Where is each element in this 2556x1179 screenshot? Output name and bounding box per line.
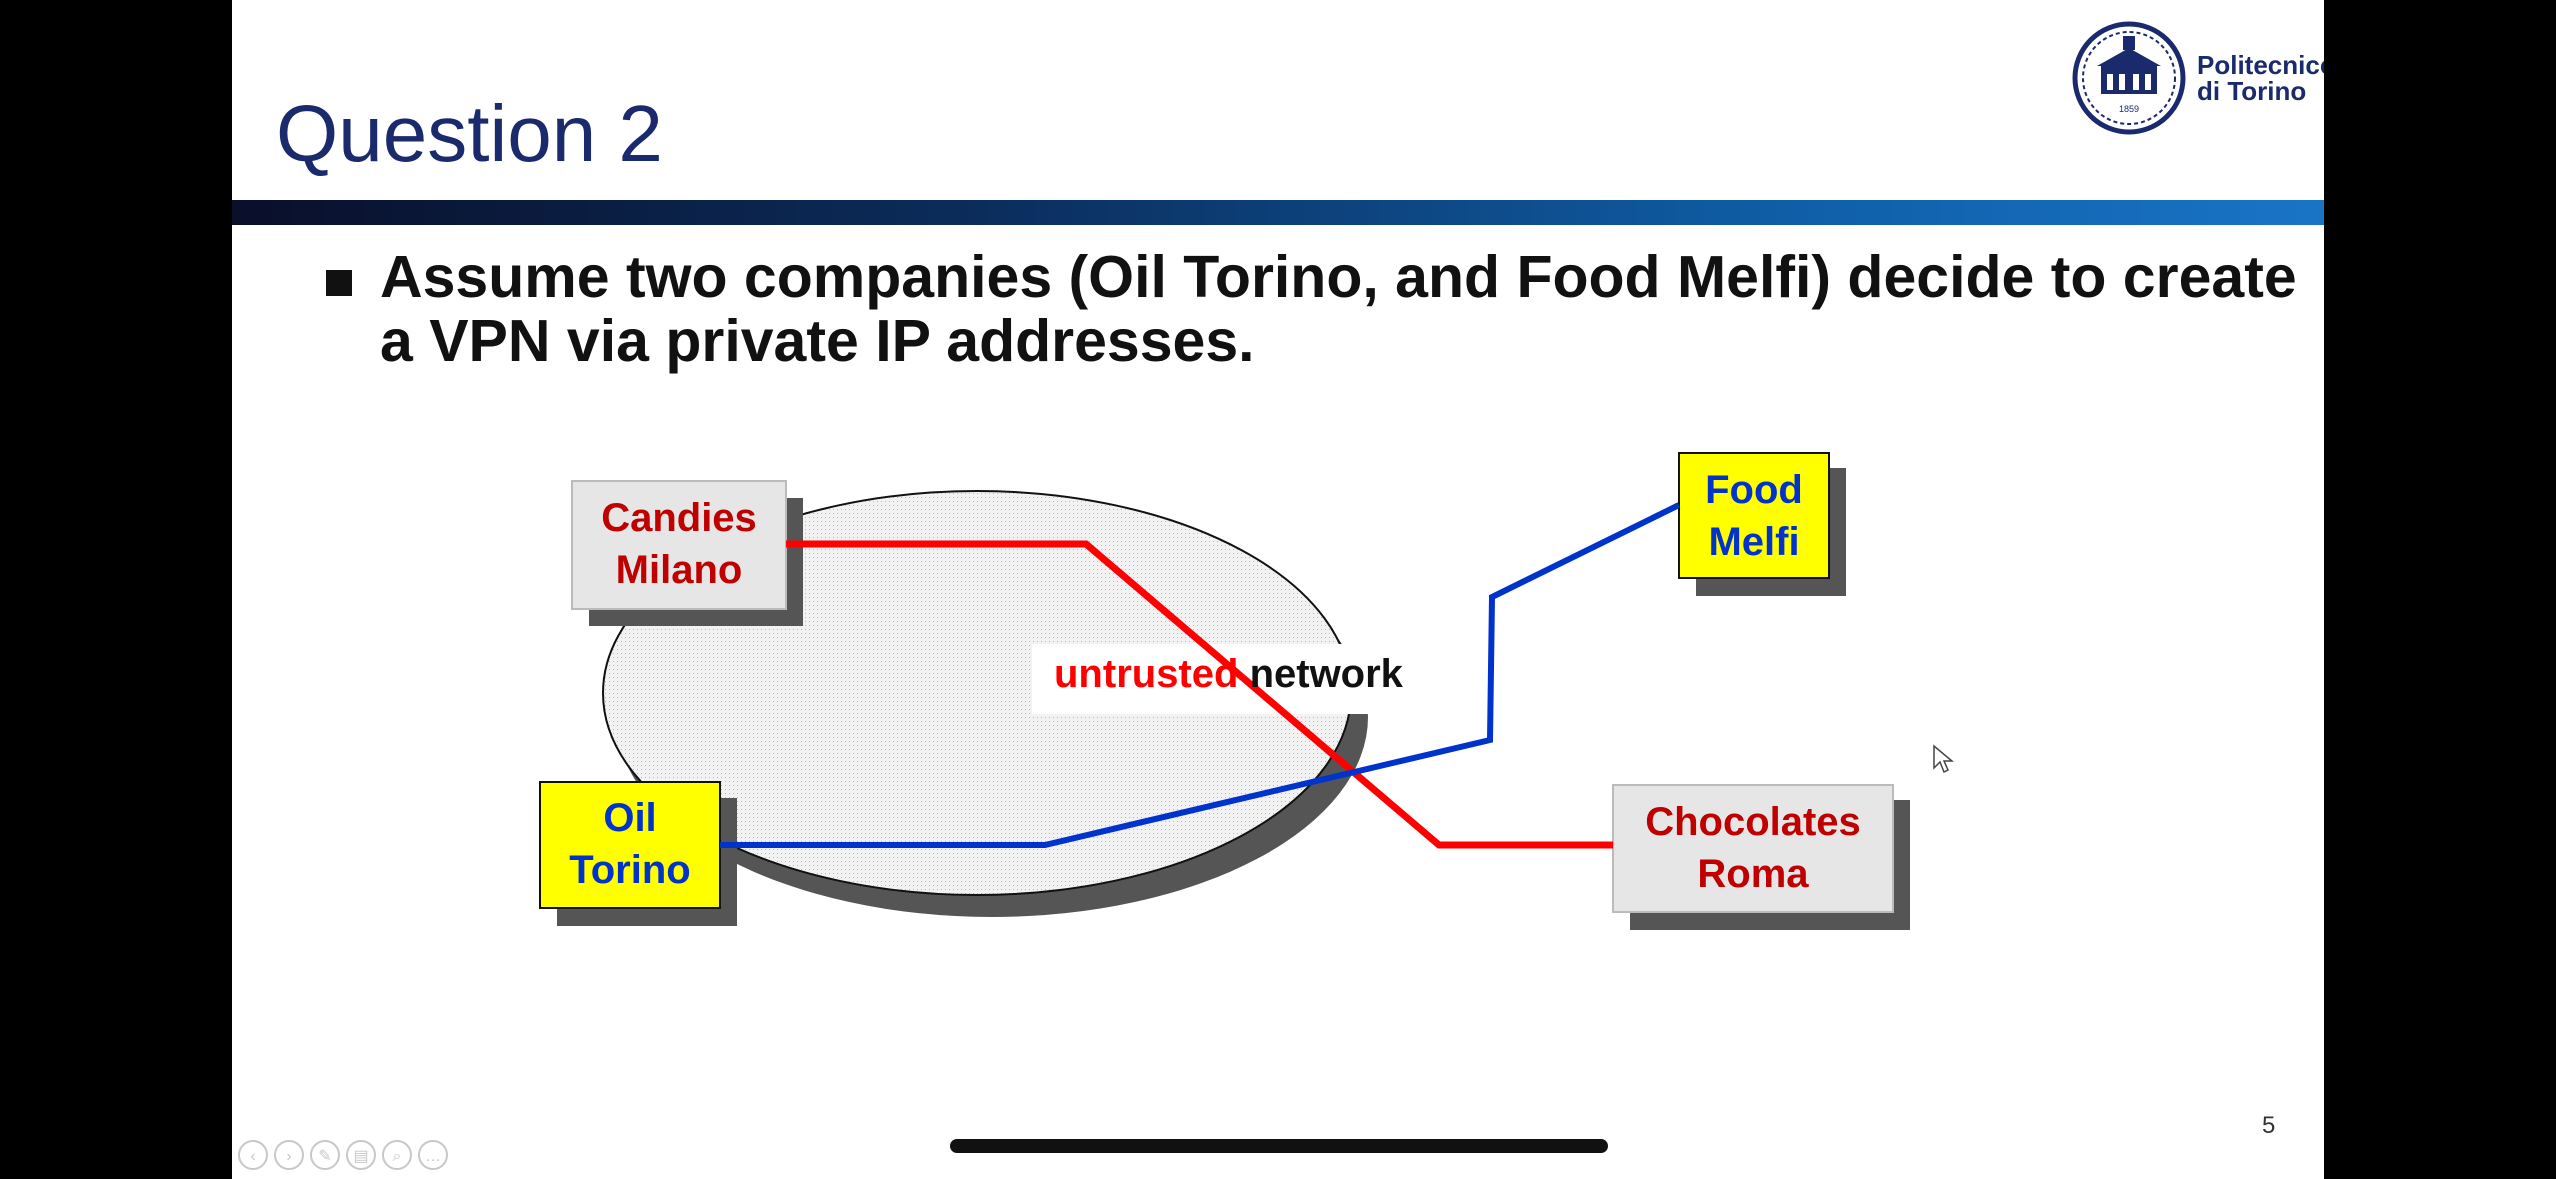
slide-title: Question 2 xyxy=(276,89,663,178)
zoom-icon[interactable]: ⌕ xyxy=(382,1140,412,1170)
oil-line-2: Torino xyxy=(569,848,691,892)
red-vpn-link xyxy=(786,540,1613,849)
chocolates-line-2: Roma xyxy=(1697,852,1809,896)
food-line-1: Food xyxy=(1705,468,1803,512)
next-icon[interactable]: › xyxy=(274,1140,304,1170)
slide: Question 2 1859 Politecnico di Torino As… xyxy=(232,0,2324,1179)
logo-line-1: Politecnico xyxy=(2197,50,2324,80)
pen-icon[interactable]: ✎ xyxy=(310,1140,340,1170)
bullet-square-icon xyxy=(326,270,352,296)
blue-vpn-link xyxy=(720,502,1681,848)
page-number: 5 xyxy=(2262,1112,2276,1139)
candies-milano-label: Candies Milano xyxy=(572,492,786,596)
network-label-untrusted: untrusted xyxy=(1054,652,1239,696)
food-line-2: Melfi xyxy=(1708,520,1800,564)
title-bar xyxy=(232,200,2324,225)
logo-text: Politecnico di Torino xyxy=(2197,52,2324,104)
candies-box xyxy=(571,480,787,610)
network-label: untrusted network xyxy=(1054,648,1403,700)
oil-torino-label: Oil Torino xyxy=(540,792,720,896)
slides-icon[interactable]: ▤ xyxy=(346,1140,376,1170)
food-box xyxy=(1678,452,1830,579)
logo-line-2: di Torino xyxy=(2197,76,2307,106)
candies-line-1: Candies xyxy=(601,496,757,540)
chocolates-roma-label: Chocolates Roma xyxy=(1613,796,1893,900)
bullet-text: Assume two companies (Oil Torino, and Fo… xyxy=(380,244,2297,374)
food-melfi-label: Food Melfi xyxy=(1679,464,1829,568)
more-icon[interactable]: … xyxy=(418,1140,448,1170)
home-indicator[interactable] xyxy=(950,1139,1608,1153)
vpn-diagram xyxy=(539,452,1910,930)
chocolates-line-1: Chocolates xyxy=(1645,800,1861,844)
oil-line-1: Oil xyxy=(603,796,657,840)
logo-year: 1859 xyxy=(2119,104,2139,114)
slideshow-nav-controls: ‹ › ✎ ▤ ⌕ … xyxy=(238,1140,448,1170)
chocolates-box xyxy=(1612,784,1894,913)
mouse-pointer-icon xyxy=(1933,744,1954,774)
previous-icon[interactable]: ‹ xyxy=(238,1140,268,1170)
politecnico-logo-icon: 1859 xyxy=(2072,21,2186,135)
network-label-network: network xyxy=(1249,652,1403,696)
candies-line-2: Milano xyxy=(615,548,743,592)
